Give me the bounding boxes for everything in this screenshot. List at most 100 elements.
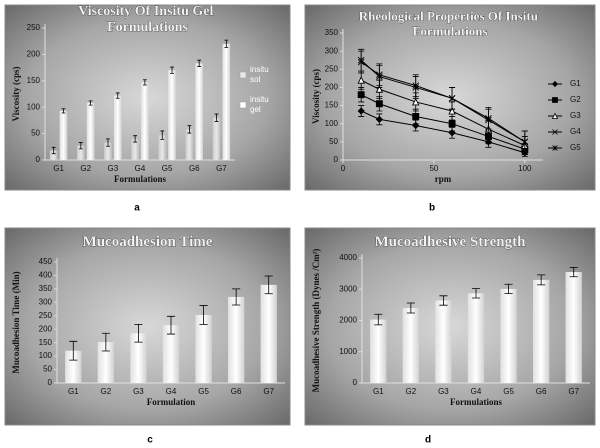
legend-label: G1 bbox=[570, 79, 581, 88]
legend-label: insitu sol bbox=[250, 65, 271, 84]
x-tick-label: 50 bbox=[429, 164, 438, 173]
legend-marker bbox=[552, 97, 558, 103]
bar-shade bbox=[104, 142, 112, 160]
bar-shade bbox=[59, 110, 68, 160]
chart-title: Mucoadhesive Strength bbox=[375, 234, 527, 250]
error-bar bbox=[264, 275, 273, 295]
error-bar bbox=[224, 39, 229, 48]
legend-marker bbox=[552, 145, 558, 151]
x-tick-label: G3 bbox=[133, 387, 144, 396]
y-axis-label: Mucoadhesive Strength (Dynes /Cm²) bbox=[311, 249, 321, 393]
legend-swatch bbox=[239, 101, 247, 109]
bar-shade bbox=[467, 293, 485, 383]
marker bbox=[448, 120, 456, 128]
marker bbox=[375, 100, 383, 108]
bar-shade bbox=[86, 102, 95, 160]
x-tick-label: 100 bbox=[518, 164, 532, 173]
y-tick-label: 50 bbox=[43, 365, 52, 374]
error-bar bbox=[504, 283, 513, 295]
x-tick-label: G7 bbox=[263, 387, 274, 396]
bar-shade bbox=[533, 279, 550, 383]
panel-label: a bbox=[134, 203, 140, 214]
y-tick-label: 350 bbox=[39, 284, 53, 293]
x-tick-label: G2 bbox=[80, 164, 91, 173]
marker bbox=[448, 94, 456, 102]
legend-label: G3 bbox=[570, 111, 581, 120]
chart-title: Viscosity Of Insitu Gel Formulations bbox=[78, 4, 217, 35]
y-axis-label: Viscosity (cps) bbox=[11, 67, 21, 122]
y-tick-label: 4000 bbox=[339, 253, 357, 262]
bar-shade bbox=[260, 284, 277, 383]
y-tick-label: 2000 bbox=[339, 316, 357, 325]
x-tick-label: G5 bbox=[198, 387, 209, 396]
error-bar bbox=[199, 305, 208, 325]
marker bbox=[357, 56, 365, 64]
legend-marker bbox=[551, 80, 559, 88]
marker bbox=[357, 76, 365, 84]
bar-shade bbox=[370, 319, 387, 383]
marker bbox=[412, 84, 420, 91]
x-axis-label: rpm bbox=[435, 174, 452, 184]
error-bar bbox=[88, 100, 93, 106]
legend-label: G2 bbox=[570, 95, 581, 104]
y-tick-label: 150 bbox=[27, 76, 41, 85]
legend-label: insitu gel bbox=[250, 95, 271, 114]
error-bar bbox=[406, 302, 415, 314]
y-tick-label: 50 bbox=[31, 129, 40, 138]
y-tick-label: 150 bbox=[39, 338, 53, 347]
error-bar bbox=[106, 138, 110, 147]
bar-shade bbox=[222, 43, 231, 161]
y-tick-label: 200 bbox=[27, 50, 41, 59]
error-bar bbox=[78, 142, 83, 150]
bar-shade bbox=[185, 129, 194, 160]
x-axis-label: Formulation bbox=[147, 397, 196, 407]
x-tick-label: G2 bbox=[101, 387, 112, 396]
bar-shade bbox=[195, 314, 212, 383]
y-tick-label: 200 bbox=[325, 83, 339, 92]
x-tick-label: 0 bbox=[341, 164, 346, 173]
y-tick-label: 200 bbox=[39, 324, 53, 333]
error-bar bbox=[142, 79, 147, 86]
legend-label: G4 bbox=[570, 127, 581, 136]
bar-shade bbox=[97, 342, 114, 383]
legend-label: G5 bbox=[570, 143, 581, 152]
error-bar bbox=[214, 113, 219, 122]
x-tick-label: G4 bbox=[166, 387, 177, 396]
error-bar bbox=[134, 323, 143, 343]
y-tick-label: 0 bbox=[48, 378, 53, 387]
bar-shade bbox=[162, 325, 180, 383]
y-tick-label: 450 bbox=[39, 257, 53, 266]
x-tick-label: G2 bbox=[406, 387, 417, 396]
marker bbox=[376, 73, 383, 80]
marker bbox=[357, 107, 365, 115]
x-tick-label: G4 bbox=[471, 387, 482, 396]
bar-shade bbox=[141, 82, 149, 160]
error-bar bbox=[69, 340, 78, 361]
x-axis-label: Formulations bbox=[114, 174, 166, 184]
marker bbox=[375, 115, 384, 123]
panel-label: d bbox=[425, 435, 431, 446]
bar-shade bbox=[565, 272, 582, 383]
marker bbox=[375, 85, 384, 93]
x-tick-label: G3 bbox=[438, 387, 449, 396]
y-tick-label: 0 bbox=[353, 378, 358, 387]
bar-shade bbox=[113, 95, 122, 160]
error-bar bbox=[133, 135, 138, 143]
x-tick-label: G1 bbox=[68, 387, 79, 396]
x-tick-label: G6 bbox=[189, 164, 200, 173]
bar-shade bbox=[212, 117, 221, 160]
series-line bbox=[360, 79, 526, 146]
y-tick-label: 50 bbox=[329, 137, 338, 146]
y-tick-label: 100 bbox=[27, 102, 41, 111]
legend-swatch bbox=[239, 71, 247, 79]
bar-shade bbox=[77, 145, 85, 160]
x-tick-label: G4 bbox=[135, 164, 146, 173]
y-tick-label: 1000 bbox=[339, 347, 357, 356]
x-tick-label: G7 bbox=[568, 387, 579, 396]
x-tick-label: G7 bbox=[216, 164, 227, 173]
panel-label: b bbox=[429, 203, 435, 214]
bar-shade bbox=[65, 350, 82, 383]
error-bar bbox=[537, 274, 546, 286]
error-bar bbox=[471, 288, 481, 299]
series-line bbox=[360, 110, 525, 154]
